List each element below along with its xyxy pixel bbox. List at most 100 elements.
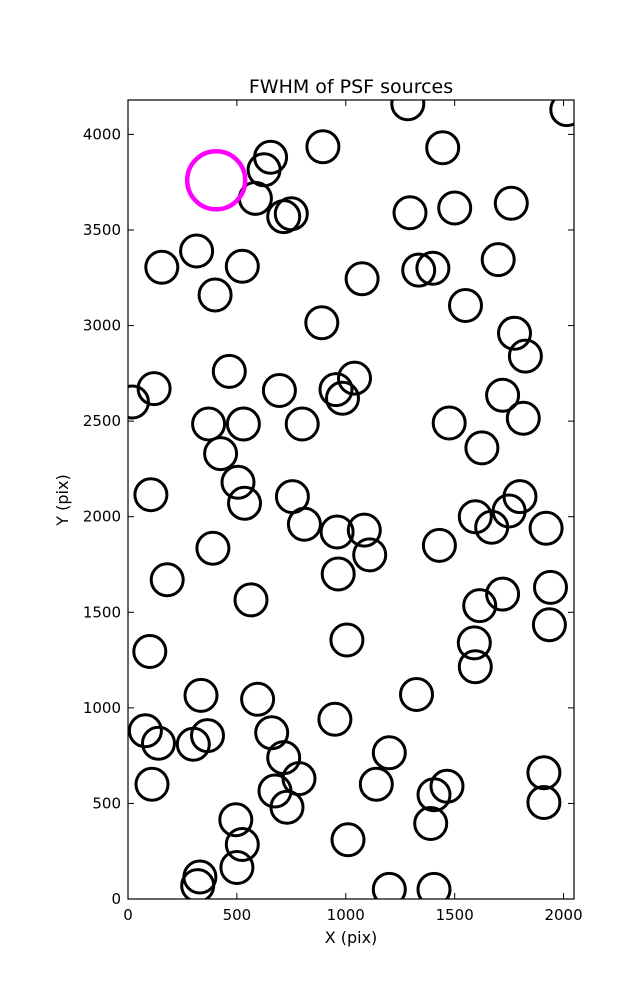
source-marker xyxy=(413,806,449,841)
source-marker xyxy=(284,406,320,442)
source-marker xyxy=(144,249,180,285)
source-marker xyxy=(392,195,428,231)
source-marker xyxy=(480,242,516,278)
x-tick-label: 2000 xyxy=(544,906,582,924)
source-marker xyxy=(128,713,163,749)
source-marker xyxy=(533,569,568,605)
source-marker xyxy=(305,129,341,165)
source-marker xyxy=(526,785,562,820)
source-marker xyxy=(266,740,302,776)
source-marker xyxy=(456,625,492,661)
source-marker xyxy=(179,233,215,269)
source-marker xyxy=(493,185,529,221)
source-marker xyxy=(273,196,309,232)
source-marker xyxy=(218,802,254,838)
source-marker xyxy=(371,735,407,771)
source-marker xyxy=(421,527,457,563)
source-marker xyxy=(464,430,500,466)
source-marker xyxy=(132,634,168,669)
source-marker xyxy=(180,868,216,899)
source-marker xyxy=(437,190,473,226)
plot-frame xyxy=(127,99,575,900)
source-marker xyxy=(149,562,185,598)
source-marker xyxy=(233,582,269,618)
source-marker xyxy=(507,338,543,374)
source-marker xyxy=(220,464,256,500)
x-tick-label: 1500 xyxy=(436,906,474,924)
source-marker xyxy=(485,377,521,413)
y-tick-label: 2000 xyxy=(83,508,121,526)
source-marker xyxy=(330,822,366,858)
axes: 0 500 1000 1500 2000 0 500 1000 1500 2000 2500 3000… xyxy=(83,100,583,924)
source-marker xyxy=(526,755,562,791)
source-marker xyxy=(224,248,260,284)
source-marker xyxy=(211,353,247,389)
source-marker xyxy=(337,360,372,396)
y-tick-label: 3500 xyxy=(83,221,121,239)
source-marker xyxy=(431,405,467,441)
source-marker xyxy=(401,252,437,288)
source-marker xyxy=(425,130,461,166)
source-marker xyxy=(141,725,176,761)
source-marker xyxy=(531,607,567,643)
source-marker xyxy=(191,406,227,442)
source-marker xyxy=(344,261,380,297)
source-marker xyxy=(240,681,276,717)
source-marker xyxy=(352,537,388,573)
source-marker xyxy=(371,871,407,899)
y-tick-label: 1500 xyxy=(83,603,121,621)
source-marker xyxy=(346,512,382,548)
source-marker xyxy=(224,827,260,862)
y-tick-label: 0 xyxy=(111,890,121,908)
source-markers xyxy=(128,100,574,899)
source-marker xyxy=(190,718,225,754)
source-marker xyxy=(304,305,340,341)
source-marker xyxy=(318,372,354,408)
source-marker xyxy=(416,871,452,899)
source-marker xyxy=(429,768,465,804)
source-marker xyxy=(136,371,172,407)
y-axis-label: Y (pix) xyxy=(53,474,72,526)
x-tick-label: 500 xyxy=(223,906,252,924)
source-marker xyxy=(325,380,360,416)
source-marker xyxy=(261,373,297,408)
source-marker xyxy=(462,588,498,624)
source-marker xyxy=(505,400,541,436)
source-marker xyxy=(497,315,532,351)
source-marker xyxy=(195,530,231,566)
source-marker xyxy=(415,250,451,286)
x-tick-label: 0 xyxy=(123,906,133,924)
source-marker xyxy=(502,479,538,515)
source-marker xyxy=(219,850,255,885)
source-marker xyxy=(254,715,290,751)
source-marker xyxy=(134,766,170,802)
source-marker xyxy=(319,514,355,550)
source-marker xyxy=(549,100,574,128)
highlight-marker xyxy=(184,149,248,212)
y-tick-label: 3000 xyxy=(83,317,121,335)
y-tick-label: 4000 xyxy=(83,125,121,143)
source-marker xyxy=(528,510,564,546)
source-marker xyxy=(227,485,262,521)
source-marker xyxy=(457,649,493,685)
source-marker xyxy=(253,139,289,175)
source-marker xyxy=(448,288,483,323)
source-marker xyxy=(183,677,219,713)
source-marker xyxy=(399,677,434,712)
source-marker xyxy=(133,477,169,513)
source-marker xyxy=(358,766,394,802)
source-marker xyxy=(320,556,356,592)
source-marker xyxy=(225,406,261,442)
source-marker xyxy=(269,789,305,825)
source-marker xyxy=(485,576,521,612)
y-tick-label: 1000 xyxy=(83,699,121,717)
x-tick-label: 1000 xyxy=(327,906,365,924)
source-marker xyxy=(390,100,426,122)
source-marker xyxy=(286,506,322,542)
source-marker xyxy=(246,152,282,188)
y-tick-label: 2500 xyxy=(83,412,121,430)
source-marker xyxy=(197,277,233,313)
source-marker xyxy=(329,622,365,658)
chart-title: FWHM of PSF sources xyxy=(249,76,453,98)
